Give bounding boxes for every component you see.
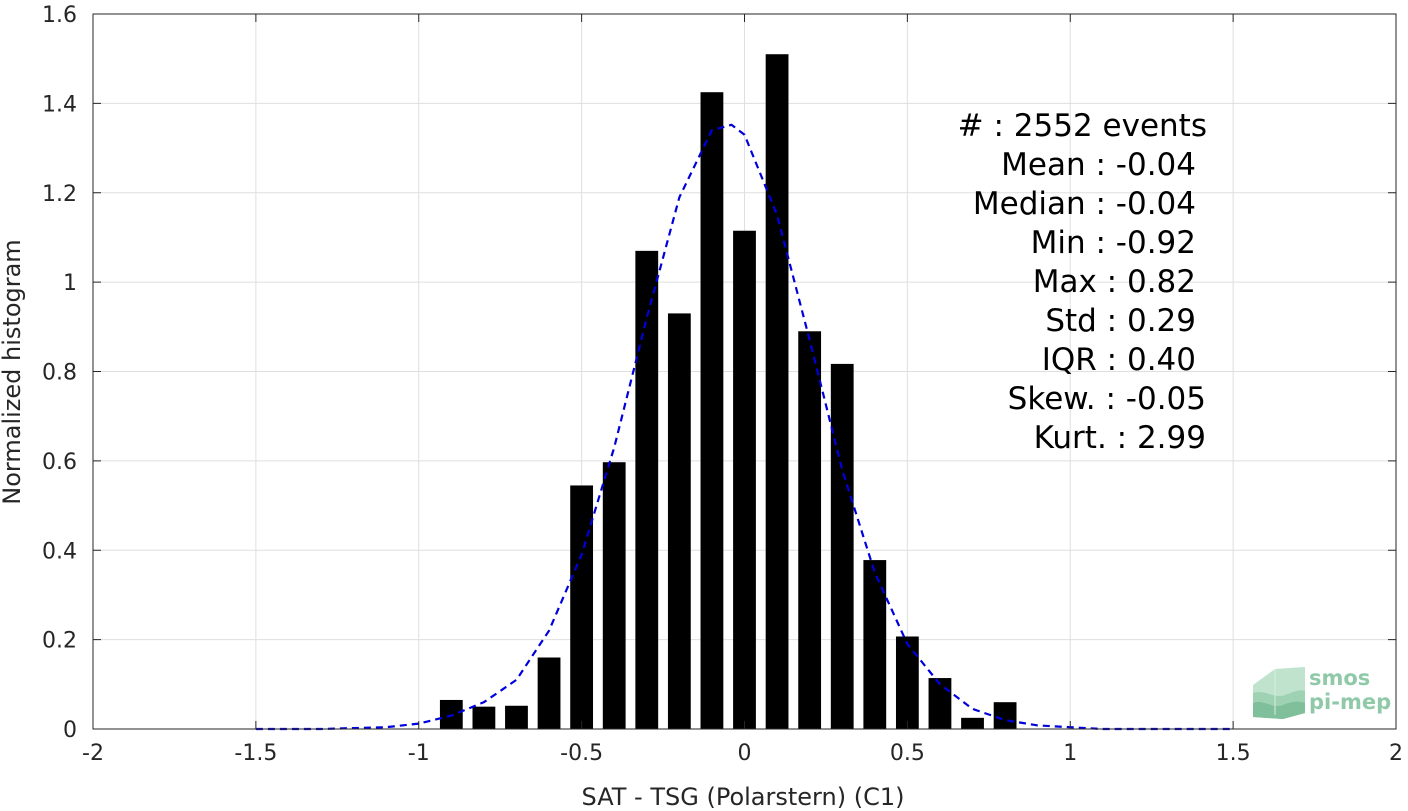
stat-line: Median : -0.04 <box>973 186 1196 222</box>
histogram-bar <box>928 678 952 729</box>
stat-line: IQR : 0.40 <box>1042 342 1196 378</box>
histogram-bar <box>765 54 789 729</box>
stat-line: Std : 0.29 <box>1045 303 1196 339</box>
y-tick-label: 0 <box>63 718 77 743</box>
x-tick-label: 1.5 <box>1216 741 1251 766</box>
stat-line: Min : -0.92 <box>1031 225 1196 261</box>
x-tick-label: 2 <box>1389 741 1403 766</box>
histogram-bar <box>505 705 528 729</box>
histogram-bar <box>863 560 887 729</box>
histogram-bar <box>667 313 691 729</box>
normal-fit-curve <box>255 123 1234 731</box>
y-axis-label: Normalized histogram <box>0 239 26 504</box>
histogram-bar <box>961 717 984 729</box>
stat-line: Skew. : -0.05 <box>1008 381 1206 417</box>
stat-line: Kurt. : 2.99 <box>1034 420 1206 456</box>
histogram-bar <box>570 485 594 729</box>
smos-pi-mep-logo: smos pi-mep <box>1253 666 1391 719</box>
y-tick-label: 0.2 <box>42 629 77 654</box>
y-tick-label: 1.6 <box>42 3 77 28</box>
histogram-bar <box>798 331 822 729</box>
x-axis-ticks: -2 -1.5 -1 -0.5 0 0.5 1 1.5 2 <box>82 14 1403 766</box>
logo-text-smos: smos <box>1309 666 1370 690</box>
x-tick-label: 0.5 <box>890 741 925 766</box>
histogram-bar <box>733 230 756 729</box>
stat-line: # : 2552 events <box>958 108 1207 144</box>
stat-line: Max : 0.82 <box>1033 264 1196 300</box>
histogram-bar <box>700 92 724 729</box>
x-tick-label: -0.5 <box>560 741 603 766</box>
bar-series <box>439 54 1017 729</box>
x-tick-label: 0 <box>738 741 752 766</box>
histogram-bar <box>602 462 626 729</box>
histogram-bar <box>472 706 496 729</box>
y-tick-label: 1 <box>63 271 77 296</box>
y-tick-label: 1.4 <box>42 92 77 117</box>
y-axis-ticks: 0 0.2 0.4 0.6 0.8 1 1.2 1.4 1.6 <box>42 3 1396 743</box>
x-tick-label: 1 <box>1063 741 1077 766</box>
y-tick-label: 0.6 <box>42 450 77 475</box>
histogram-bar <box>895 636 919 729</box>
histogram-bar <box>830 363 854 729</box>
histogram-bar <box>993 702 1017 729</box>
y-tick-label: 1.2 <box>42 182 77 207</box>
y-tick-label: 0.4 <box>42 539 77 564</box>
x-tick-label: -2 <box>82 741 104 766</box>
stat-line: Mean : -0.04 <box>1001 147 1196 183</box>
y-tick-label: 0.8 <box>42 361 77 386</box>
x-tick-label: -1 <box>408 741 430 766</box>
x-tick-label: -1.5 <box>234 741 277 766</box>
logo-text-pi-mep: pi-mep <box>1309 690 1391 714</box>
x-axis-label: SAT - TSG (Polarstern) (C1) <box>582 783 905 811</box>
histogram-bar <box>537 657 561 729</box>
histogram-bar <box>635 250 659 729</box>
logo-waves-icon <box>1253 667 1305 719</box>
